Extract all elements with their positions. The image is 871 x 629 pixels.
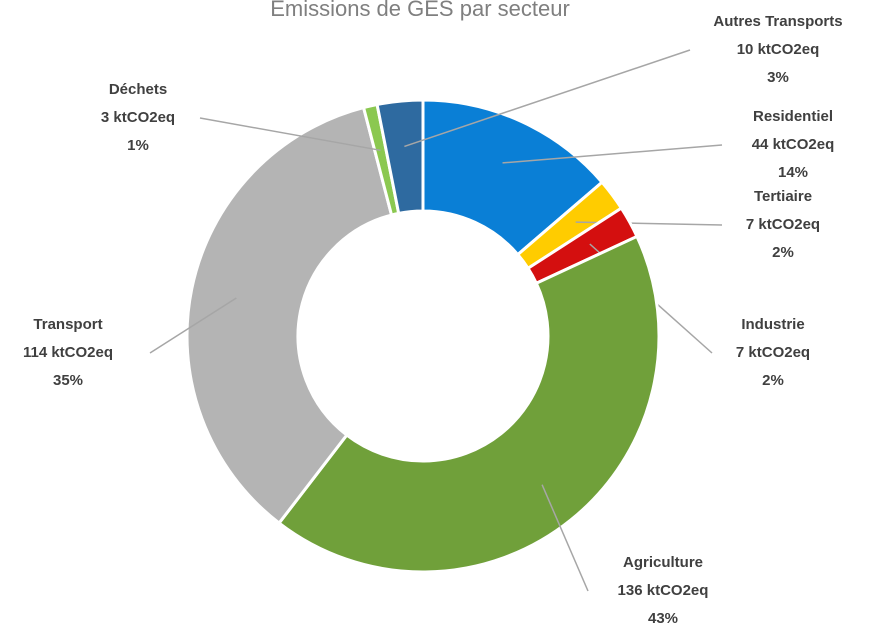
leader-line bbox=[404, 49, 691, 148]
leader-line bbox=[541, 484, 589, 592]
category-label: Déchets bbox=[109, 81, 167, 98]
value-label: 10 ktCO2eq bbox=[737, 41, 820, 58]
category-label: Residentiel bbox=[753, 108, 833, 125]
slice bbox=[375, 98, 425, 216]
value-label: 3 ktCO2eq bbox=[101, 109, 175, 126]
percent-label: 2% bbox=[772, 244, 794, 261]
value-label: 44 ktCO2eq bbox=[752, 136, 835, 153]
percent-label: 1% bbox=[127, 137, 149, 154]
percent-label: 43% bbox=[648, 610, 678, 627]
category-label: Industrie bbox=[741, 316, 804, 333]
category-label: Agriculture bbox=[623, 554, 703, 571]
leader-line bbox=[149, 297, 237, 354]
leader-line bbox=[502, 144, 723, 164]
category-label: Autres Transports bbox=[713, 13, 842, 30]
leader-line bbox=[199, 117, 381, 152]
value-label: 136 ktCO2eq bbox=[618, 582, 709, 599]
category-label: Tertiaire bbox=[754, 188, 812, 205]
value-label: 114 ktCO2eq bbox=[23, 344, 113, 361]
percent-label: 3% bbox=[767, 69, 789, 86]
value-label: 7 ktCO2eq bbox=[746, 216, 820, 233]
slice bbox=[185, 105, 394, 526]
slice bbox=[276, 234, 661, 574]
value-label: 7 ktCO2eq bbox=[736, 344, 810, 361]
percent-label: 14% bbox=[778, 164, 808, 181]
chart-title: Émissions de GES par secteur bbox=[270, 0, 570, 21]
category-label: Transport bbox=[33, 316, 102, 333]
percent-label: 35% bbox=[53, 372, 83, 389]
percent-label: 2% bbox=[762, 372, 784, 389]
